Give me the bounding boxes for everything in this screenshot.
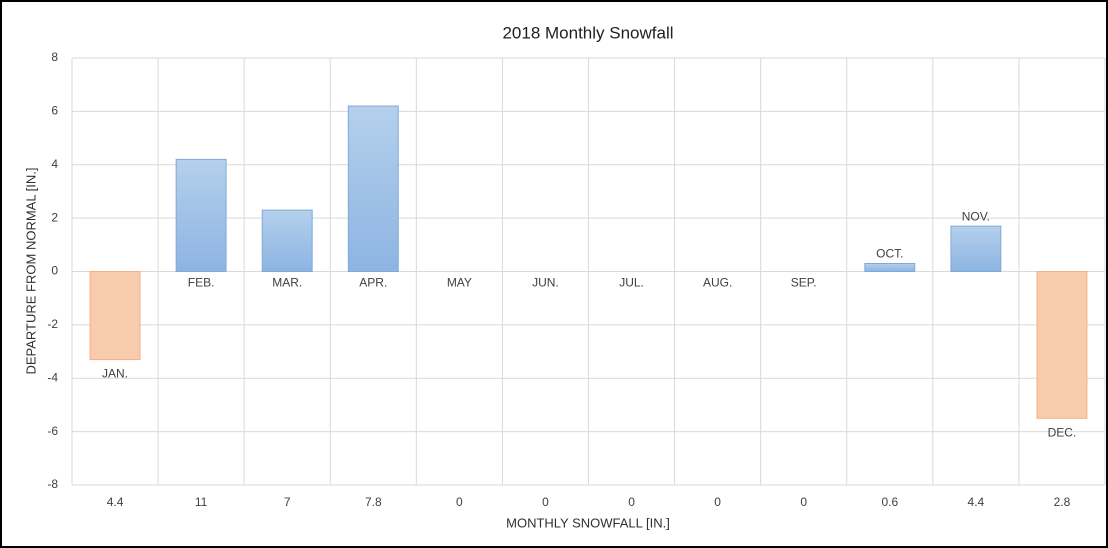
bar <box>864 262 916 272</box>
bar <box>175 158 227 273</box>
x-tick-label: 0 <box>628 495 635 509</box>
bar-label: JUL. <box>619 276 644 290</box>
bar <box>89 271 141 361</box>
y-tick-label: -4 <box>47 370 58 384</box>
bar <box>950 225 1002 273</box>
x-tick-label: 2.8 <box>1054 495 1071 509</box>
y-tick-label: 2 <box>51 210 58 224</box>
bar <box>1036 271 1088 419</box>
y-tick-label: -2 <box>47 317 58 331</box>
x-tick-label: 0 <box>800 495 807 509</box>
bar-label: SEP. <box>791 276 817 290</box>
y-tick-label: 6 <box>51 104 58 118</box>
y-tick-label: 8 <box>51 50 58 64</box>
x-axis-title: MONTHLY SNOWFALL [IN.] <box>506 515 670 530</box>
x-tick-label: 0 <box>714 495 721 509</box>
y-tick-label: 4 <box>51 157 58 171</box>
y-tick-label: -6 <box>47 424 58 438</box>
y-tick-label: -8 <box>47 477 58 491</box>
x-tick-label: 0.6 <box>881 495 898 509</box>
x-tick-label: 4.4 <box>968 495 985 509</box>
bar-label: FEB. <box>188 276 215 290</box>
x-tick-label: 4.4 <box>107 495 124 509</box>
bar-label: APR. <box>359 276 387 290</box>
x-tick-label: 7.8 <box>365 495 382 509</box>
bar-label: JUN. <box>532 276 559 290</box>
x-tick-label: 11 <box>195 495 208 509</box>
bar-label: NOV. <box>962 209 990 223</box>
y-tick-label: 0 <box>51 264 58 278</box>
bar <box>347 105 399 272</box>
bar-label: AUG. <box>703 276 732 290</box>
bar-label: MAY <box>447 276 472 290</box>
bar <box>261 209 313 272</box>
bar-label: DEC. <box>1048 425 1077 439</box>
x-tick-label: 7 <box>284 495 291 509</box>
bar-label: MAR. <box>272 276 302 290</box>
chart-title: 2018 Monthly Snowfall <box>502 23 673 42</box>
x-tick-label: 0 <box>456 495 463 509</box>
x-tick-label: 0 <box>542 495 549 509</box>
bar-label: OCT. <box>876 247 903 261</box>
y-axis-title: DEPARTURE FROM NORMAL [IN.] <box>23 167 38 374</box>
bar-label: JAN. <box>102 367 128 381</box>
